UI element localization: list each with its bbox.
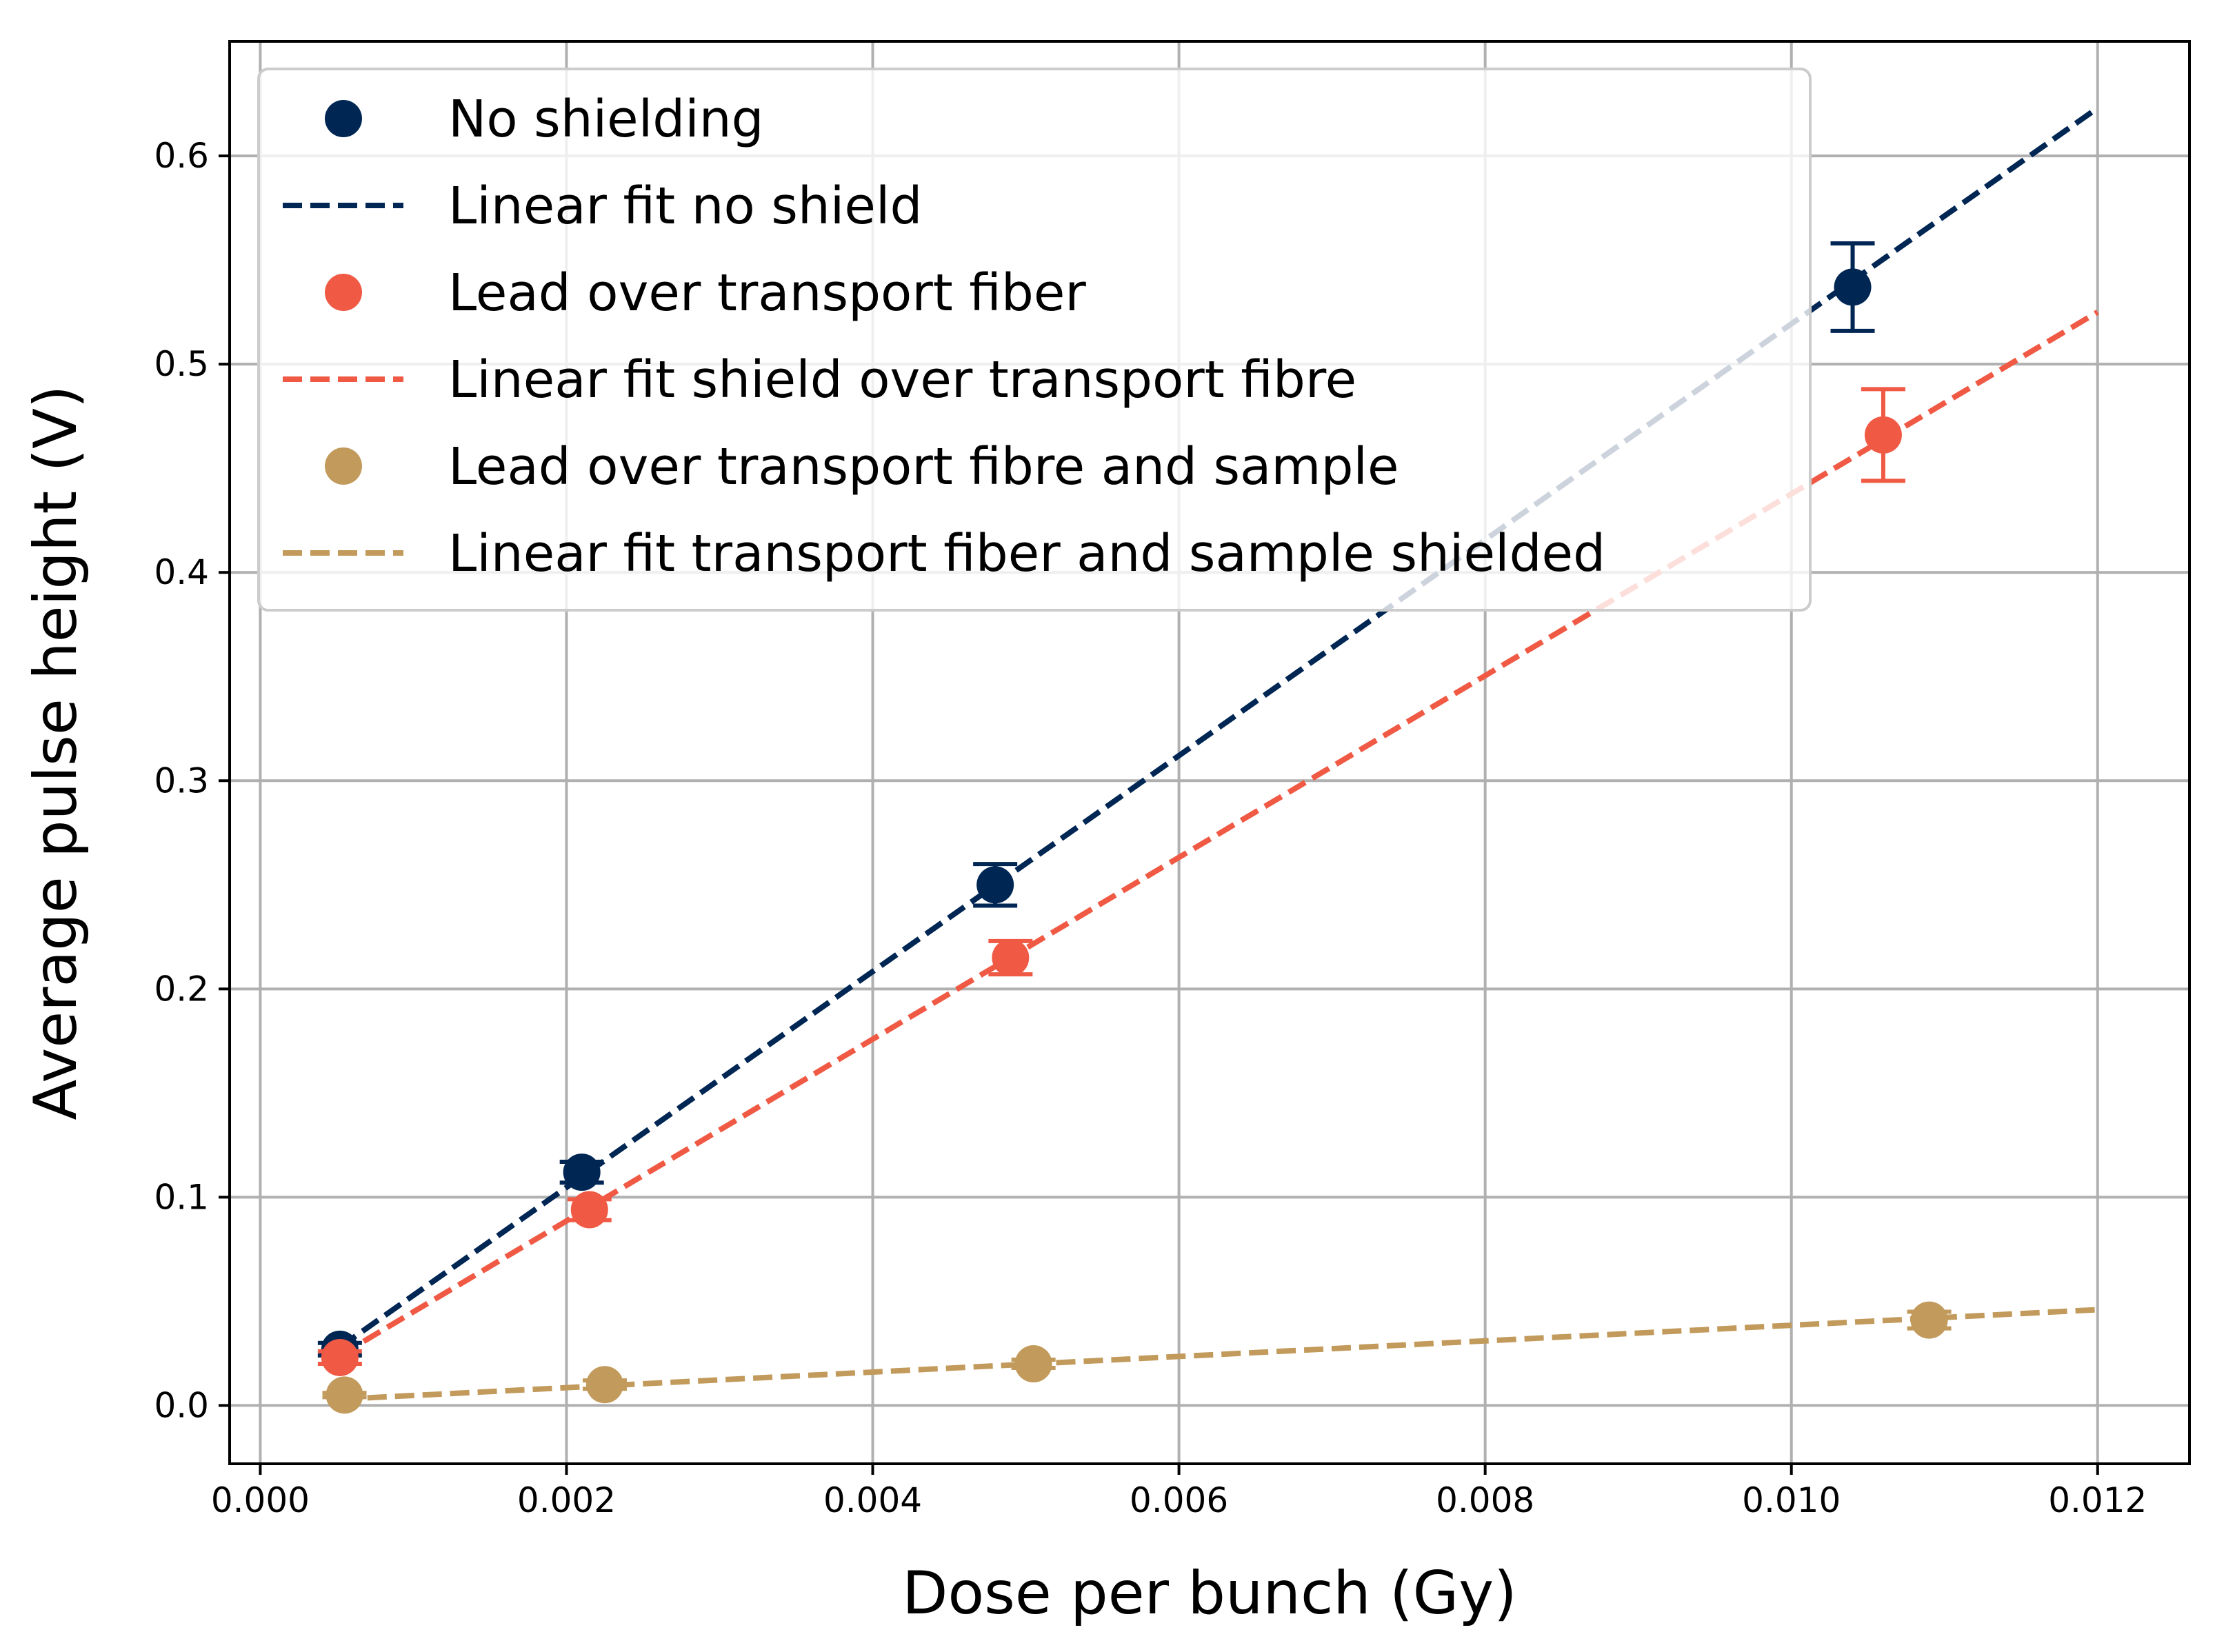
- x-tick-label: 0.000: [211, 1480, 310, 1520]
- data-point-4: [1014, 1345, 1052, 1383]
- legend-label: Lead over transport fibre and sample: [448, 437, 1399, 496]
- data-point-2: [992, 939, 1030, 977]
- data-point-4: [325, 1376, 363, 1414]
- legend-label: Lead over transport fiber: [448, 263, 1086, 323]
- x-tick-label: 0.012: [2048, 1480, 2147, 1520]
- data-point-2: [570, 1191, 608, 1229]
- x-tick-label: 0.002: [517, 1480, 616, 1520]
- data-point-0: [1834, 268, 1872, 306]
- x-tick-label: 0.008: [1436, 1480, 1534, 1520]
- data-point-2: [1864, 416, 1902, 454]
- x-axis-label: Dose per bunch (Gy): [902, 1559, 1516, 1628]
- plot-area: [317, 105, 2100, 1414]
- data-point-4: [585, 1366, 623, 1404]
- y-axis-label: Average pulse height (V): [21, 385, 90, 1120]
- data-point-4: [1910, 1301, 1948, 1339]
- y-tick-label: 0.2: [154, 969, 209, 1009]
- data-point-0: [976, 866, 1014, 904]
- y-tick-label: 0.3: [154, 760, 209, 800]
- legend-label: Linear fit shield over transport fibre: [448, 350, 1356, 410]
- legend-marker: [325, 100, 362, 137]
- x-tick-label: 0.006: [1130, 1480, 1228, 1520]
- fit-line-5: [339, 1307, 2098, 1402]
- data-point-2: [321, 1338, 359, 1376]
- x-tick-label: 0.004: [823, 1480, 922, 1520]
- plot-frame: [228, 40, 2191, 1465]
- y-tick-label: 0.5: [154, 344, 209, 384]
- legend-box: [257, 68, 1812, 612]
- data-point-0: [563, 1154, 601, 1191]
- axis-ticks: 0.000 0.002 0.004 0.006 0.008 0.010 0.012 0.0 0.…: [154, 136, 2147, 1520]
- y-tick-label: 0.1: [154, 1177, 209, 1217]
- y-tick-label: 0.4: [154, 552, 209, 592]
- legend: No shielding Linear fit no shield Lead ove…: [257, 68, 1812, 612]
- legend-label: Linear fit no shield: [448, 177, 922, 236]
- y-tick-label: 0.0: [154, 1385, 209, 1425]
- legend-marker: [325, 447, 362, 485]
- legend-label: No shielding: [448, 90, 764, 149]
- legend-label: Linear fit transport fiber and sample sh…: [448, 524, 1605, 583]
- y-tick-label: 0.6: [154, 136, 209, 176]
- legend-marker: [325, 274, 362, 311]
- fit-line-3: [338, 310, 2099, 1358]
- x-tick-label: 0.010: [1742, 1480, 1841, 1520]
